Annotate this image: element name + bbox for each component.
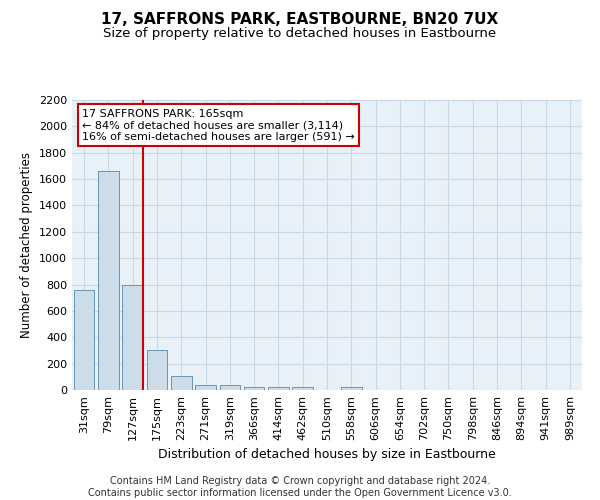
Bar <box>341 388 362 390</box>
Text: Contains HM Land Registry data © Crown copyright and database right 2024.
Contai: Contains HM Land Registry data © Crown c… <box>88 476 512 498</box>
Bar <box>122 284 143 390</box>
Bar <box>268 388 289 390</box>
Text: Size of property relative to detached houses in Eastbourne: Size of property relative to detached ho… <box>103 28 497 40</box>
Bar <box>220 386 240 390</box>
Bar <box>74 290 94 390</box>
Text: 17, SAFFRONS PARK, EASTBOURNE, BN20 7UX: 17, SAFFRONS PARK, EASTBOURNE, BN20 7UX <box>101 12 499 28</box>
Bar <box>244 386 265 390</box>
Bar <box>98 171 119 390</box>
Y-axis label: Number of detached properties: Number of detached properties <box>20 152 34 338</box>
Bar <box>195 384 216 390</box>
Bar <box>146 350 167 390</box>
Text: 17 SAFFRONS PARK: 165sqm
← 84% of detached houses are smaller (3,114)
16% of sem: 17 SAFFRONS PARK: 165sqm ← 84% of detach… <box>82 108 355 142</box>
Bar <box>171 376 191 390</box>
X-axis label: Distribution of detached houses by size in Eastbourne: Distribution of detached houses by size … <box>158 448 496 462</box>
Bar <box>292 386 313 390</box>
